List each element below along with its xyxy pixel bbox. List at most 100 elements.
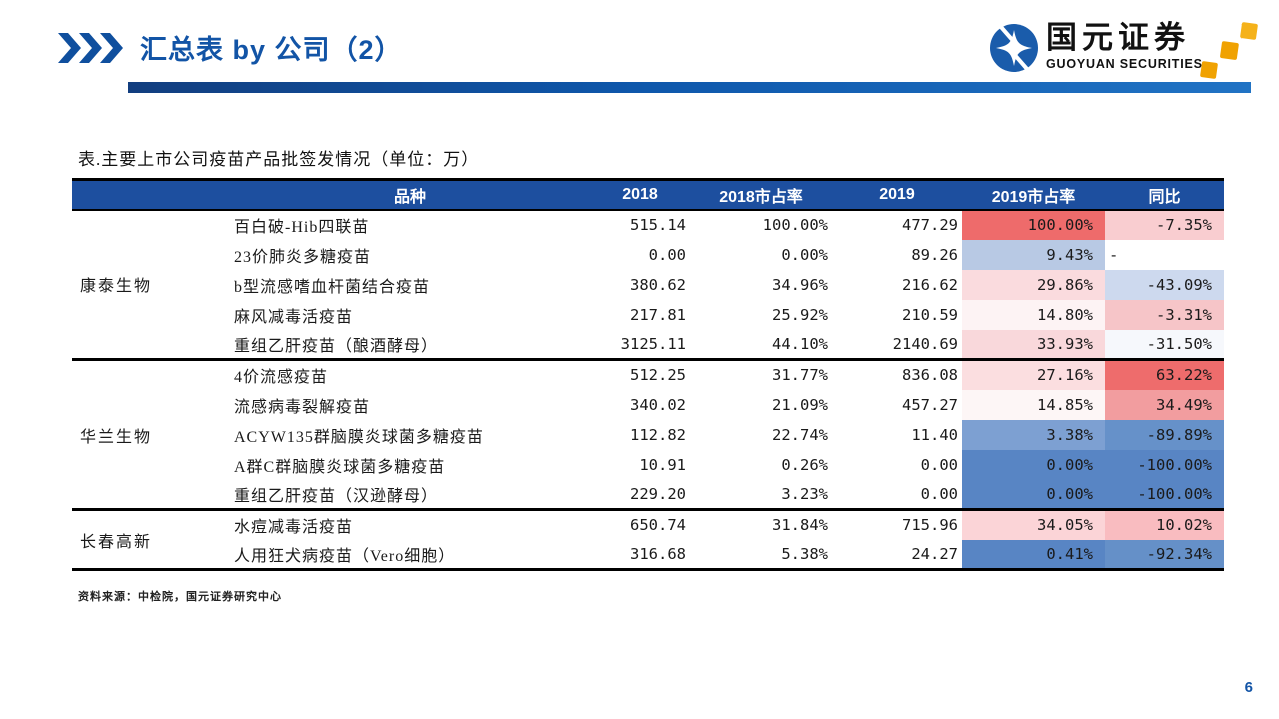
table-row: 麻风减毒活疫苗 217.81 25.92% 210.59 14.80% -3.3… <box>72 299 1224 330</box>
company-cell: 康泰生物 <box>80 278 153 296</box>
col-header-2018: 2018 <box>622 185 658 203</box>
product-cell: 重组乙肝疫苗（酿酒酵母） <box>234 337 439 355</box>
share-2018-cell: 21.09% <box>772 395 828 414</box>
yoy-cell: 10.02% <box>1105 509 1224 540</box>
value-2018-cell: 0.00 <box>648 245 686 264</box>
share-2018-cell: 5.38% <box>781 544 828 563</box>
share-2018-cell: 31.84% <box>772 516 828 535</box>
share-2019-cell: 29.86% <box>962 269 1105 300</box>
table-row: ACYW135群脑膜炎球菌多糖疫苗 112.82 22.74% 11.40 3.… <box>72 419 1224 450</box>
value-2019-cell: 210.59 <box>902 305 958 324</box>
value-2018-cell: 217.81 <box>630 305 686 324</box>
company-logo: 国元证券 GUOYUAN SECURITIES <box>988 20 1258 80</box>
company-group-changchun: 长春高新 水痘减毒活疫苗 650.74 31.84% 715.96 34.05%… <box>72 509 1224 570</box>
company-cell: 长春高新 <box>80 533 153 551</box>
col-header-2019: 2019 <box>879 185 915 203</box>
product-cell: A群C群脑膜炎球菌多糖疫苗 <box>234 458 446 476</box>
table-header-row: 品种 2018 2018市占率 2019 2019市占率 同比 <box>72 179 1224 210</box>
triple-chevron-icon <box>58 33 128 68</box>
yoy-cell: - <box>1105 239 1224 270</box>
share-2018-cell: 100.00% <box>762 216 828 234</box>
yoy-cell: -31.50% <box>1105 329 1224 360</box>
product-cell: 4价流感疫苗 <box>234 369 329 387</box>
yoy-cell: -43.09% <box>1105 269 1224 300</box>
product-cell: 重组乙肝疫苗（汉逊酵母） <box>234 487 439 505</box>
share-2019-cell: 3.38% <box>962 419 1105 450</box>
table-row: b型流感嗜血杆菌结合疫苗 380.62 34.96% 216.62 29.86%… <box>72 269 1224 300</box>
product-cell: 人用狂犬病疫苗（Vero细胞） <box>234 547 456 565</box>
value-2019-cell: 0.00 <box>920 455 958 474</box>
product-cell: ACYW135群脑膜炎球菌多糖疫苗 <box>234 428 484 446</box>
share-2019-cell: 0.00% <box>962 449 1105 480</box>
share-2019-cell: 27.16% <box>962 359 1105 390</box>
share-2018-cell: 22.74% <box>772 425 828 444</box>
table-row: 长春高新 水痘减毒活疫苗 650.74 31.84% 715.96 34.05%… <box>72 509 1224 551</box>
source-note: 资料来源：中检院，国元证券研究中心 <box>78 591 282 603</box>
value-2019-cell: 11.40 <box>911 425 958 444</box>
share-2019-cell: 14.85% <box>962 389 1105 420</box>
table-caption: 表.主要上市公司疫苗产品批签发情况（单位：万） <box>78 150 480 169</box>
yoy-cell: 63.22% <box>1105 359 1224 390</box>
table-row: 华兰生物 4价流感疫苗 512.25 31.77% 836.08 27.16% … <box>72 359 1224 446</box>
share-2018-cell: 3.23% <box>781 484 828 503</box>
share-2019-cell: 9.43% <box>962 239 1105 270</box>
value-2019-cell: 24.27 <box>911 544 958 563</box>
logo-cn-text: 国元证券 <box>1046 20 1190 55</box>
value-2019-cell: 715.96 <box>902 516 958 535</box>
logo-en-text: GUOYUAN SECURITIES <box>1046 57 1203 71</box>
value-2019-cell: 2140.69 <box>892 334 958 353</box>
vaccine-batch-table: 品种 2018 2018市占率 2019 2019市占率 同比 康泰生物 百白破… <box>72 178 1224 571</box>
value-2018-cell: 380.62 <box>630 275 686 294</box>
yoy-cell: 34.49% <box>1105 389 1224 420</box>
company-group-kangtai: 康泰生物 百白破-Hib四联苗 515.14 100.00% 477.29 10… <box>72 209 1224 360</box>
guoyuan-logo-icon <box>988 22 1040 79</box>
table-row: 重组乙肝疫苗（酿酒酵母） 3125.11 44.10% 2140.69 33.9… <box>72 329 1224 360</box>
col-header-2018-share: 2018市占率 <box>719 188 803 206</box>
value-2018-cell: 229.20 <box>630 484 686 503</box>
yoy-cell: -7.35% <box>1105 209 1224 240</box>
company-cell: 华兰生物 <box>80 428 153 446</box>
value-2018-cell: 512.25 <box>630 366 686 385</box>
share-2018-cell: 34.96% <box>772 275 828 294</box>
product-cell: 百白破-Hib四联苗 <box>234 219 370 236</box>
share-2019-cell: 34.05% <box>962 509 1105 540</box>
share-2018-cell: 0.26% <box>781 455 828 474</box>
table-row: 流感病毒裂解疫苗 340.02 21.09% 457.27 14.85% 34.… <box>72 389 1224 420</box>
table-row: 人用狂犬病疫苗（Vero细胞） 316.68 5.38% 24.27 0.41%… <box>72 539 1224 570</box>
product-cell: 23价肺炎多糖疫苗 <box>234 248 372 266</box>
col-header-variety: 品种 <box>393 188 426 206</box>
share-2019-cell: 0.41% <box>962 539 1105 570</box>
page-number: 6 <box>1244 679 1253 696</box>
value-2018-cell: 3125.11 <box>620 334 686 353</box>
value-2018-cell: 10.91 <box>639 455 686 474</box>
title-underline-bar <box>128 82 1251 93</box>
yoy-cell: -3.31% <box>1105 299 1224 330</box>
table-row: 康泰生物 百白破-Hib四联苗 515.14 100.00% 477.29 10… <box>72 209 1224 295</box>
col-header-company <box>72 180 230 210</box>
share-2018-cell: 31.77% <box>772 366 828 385</box>
table-row: 重组乙肝疫苗（汉逊酵母） 229.20 3.23% 0.00 0.00% -10… <box>72 479 1224 510</box>
share-2019-cell: 100.00% <box>962 209 1105 240</box>
yoy-cell: -100.00% <box>1105 479 1224 510</box>
value-2019-cell: 457.27 <box>902 395 958 414</box>
share-2019-cell: 14.80% <box>962 299 1105 330</box>
yoy-cell: -92.34% <box>1105 539 1224 570</box>
value-2019-cell: 0.00 <box>920 484 958 503</box>
value-2018-cell: 650.74 <box>630 516 686 535</box>
yoy-cell: -100.00% <box>1105 449 1224 480</box>
gold-diamonds-icon <box>1195 22 1259 89</box>
share-2019-cell: 33.93% <box>962 329 1105 360</box>
value-2018-cell: 515.14 <box>630 216 686 234</box>
table-row: A群C群脑膜炎球菌多糖疫苗 10.91 0.26% 0.00 0.00% -10… <box>72 449 1224 480</box>
value-2018-cell: 316.68 <box>630 544 686 563</box>
value-2019-cell: 477.29 <box>902 216 958 234</box>
value-2018-cell: 112.82 <box>630 425 686 444</box>
product-cell: 麻风减毒活疫苗 <box>234 308 354 326</box>
yoy-cell: -89.89% <box>1105 419 1224 450</box>
value-2019-cell: 836.08 <box>902 366 958 385</box>
share-2018-cell: 0.00% <box>781 245 828 264</box>
share-2018-cell: 44.10% <box>772 334 828 353</box>
col-header-2019-share: 2019市占率 <box>991 188 1076 206</box>
share-2019-cell: 0.00% <box>962 479 1105 510</box>
share-2018-cell: 25.92% <box>772 305 828 324</box>
